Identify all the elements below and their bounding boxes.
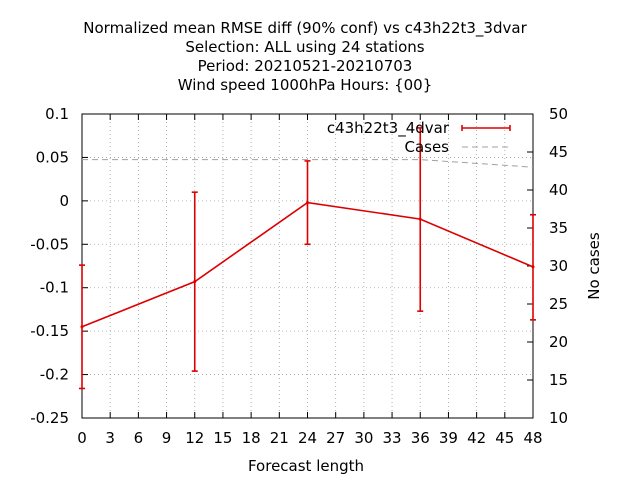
x-tick-label: 33 [383, 429, 402, 447]
x-tick-label: 3 [105, 429, 115, 447]
y2-tick-label: 30 [549, 257, 568, 275]
y2-tick-label: 10 [549, 409, 568, 427]
data-point [531, 265, 535, 269]
x-tick-label: 27 [326, 429, 345, 447]
y-tick-label: 0.1 [45, 105, 69, 123]
y2-tick-label: 15 [549, 371, 568, 389]
y-tick-label: -0.25 [30, 409, 69, 427]
x-axis-label: Forecast length [248, 457, 364, 475]
y-tick-label: -0.2 [40, 366, 69, 384]
x-tick-label: 12 [185, 429, 204, 447]
y2-tick-label: 20 [549, 333, 568, 351]
y-axis-left: 0.1 0.05 0 -0.05 -0.1 -0.15 -0.2 -0.25 [30, 105, 88, 427]
title-line: Normalized mean RMSE diff (90% conf) vs … [83, 19, 527, 38]
data-point [193, 280, 197, 284]
x-tick-label: 30 [354, 429, 373, 447]
x-tick-label: 48 [523, 429, 542, 447]
series-line-cases [82, 159, 534, 168]
y2-axis-label: No cases [585, 232, 603, 300]
x-tick-label: 18 [242, 429, 261, 447]
y-tick-label: 0 [59, 192, 69, 210]
x-tick-label: 24 [298, 429, 317, 447]
x-tick-label: 9 [162, 429, 172, 447]
y-tick-label: 0.05 [36, 148, 69, 166]
legend-label: c43h22t3_4dvar [327, 119, 450, 138]
y2-tick-label: 50 [549, 105, 568, 123]
x-axis: 0 3 6 9 12 15 18 21 24 27 30 33 36 39 42 45 48 [77, 114, 543, 447]
y2-tick-label: 35 [549, 219, 568, 237]
y-tick-label: -0.05 [30, 235, 69, 253]
y2-tick-label: 40 [549, 181, 568, 199]
x-tick-label: 21 [270, 429, 289, 447]
y2-tick-label: 45 [549, 143, 568, 161]
x-tick-label: 45 [495, 429, 514, 447]
x-tick-label: 6 [134, 429, 144, 447]
data-point [306, 201, 309, 205]
x-tick-label: 0 [77, 429, 87, 447]
data-point [80, 325, 84, 329]
x-tick-label: 39 [439, 429, 458, 447]
title-line: Period: 20210521-20210703 [198, 57, 413, 75]
y2-tick-label: 25 [549, 295, 568, 313]
y-axis-right: 10 15 20 25 30 35 40 45 50 [527, 105, 568, 427]
legend-label: Cases [404, 138, 449, 156]
data-point [418, 217, 422, 221]
series [79, 127, 536, 390]
title-line: Wind speed 1000hPa Hours: {00} [178, 76, 433, 94]
chart-title: Normalized mean RMSE diff (90% conf) vs … [83, 19, 527, 94]
x-tick-label: 15 [213, 429, 232, 447]
x-tick-label: 42 [467, 429, 486, 447]
y-tick-label: -0.15 [30, 322, 69, 340]
x-tick-label: 36 [411, 429, 430, 447]
title-line: Selection: ALL using 24 stations [185, 38, 424, 56]
y-tick-label: -0.1 [40, 279, 69, 297]
